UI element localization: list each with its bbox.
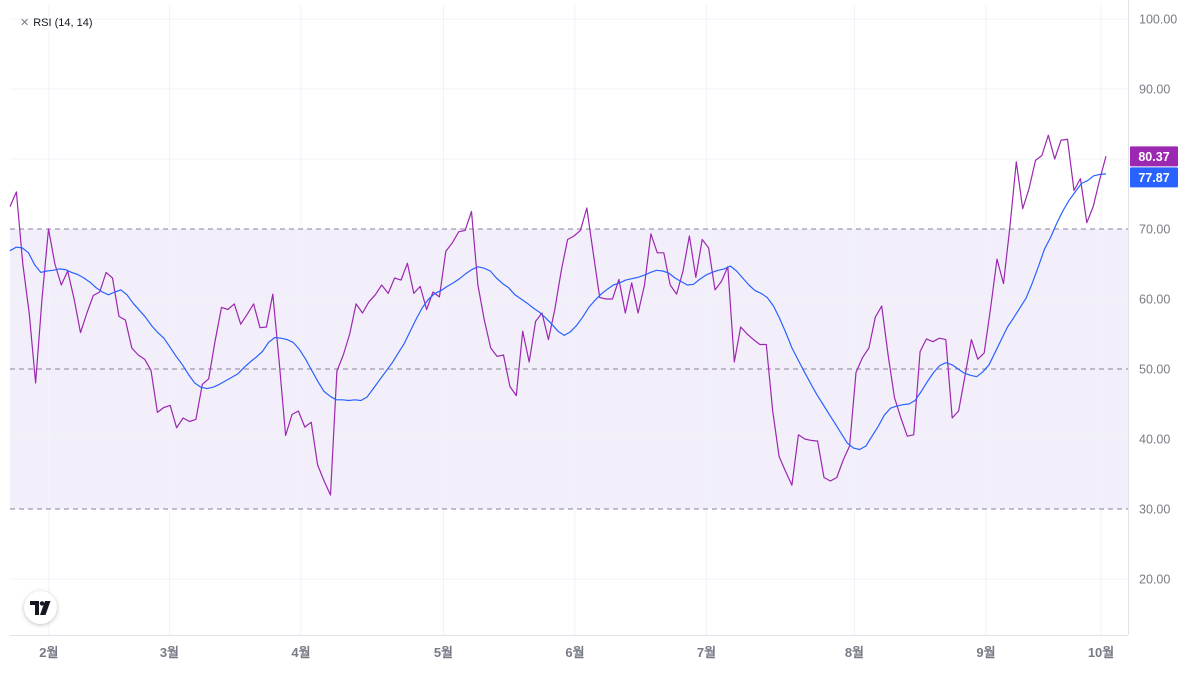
indicator-legend-label: RSI (14, 14) — [33, 16, 93, 29]
x-tick-label: 2월 — [39, 645, 58, 660]
x-tick-label: 4월 — [291, 645, 310, 660]
y-tick-label: 90.00 — [1139, 83, 1170, 97]
close-icon[interactable]: ✕ — [20, 17, 30, 29]
y-tick-label: 100.00 — [1139, 13, 1177, 27]
y-tick-label: 40.00 — [1139, 433, 1170, 447]
y-tick-label: 50.00 — [1139, 363, 1170, 377]
y-tick-label: 30.00 — [1139, 503, 1170, 517]
rsi-ma-line — [9, 173, 1107, 451]
rsi-last-value-label-bg — [1130, 146, 1178, 167]
x-tick-label: 5월 — [434, 645, 453, 660]
rsi-line — [9, 134, 1107, 496]
x-tick-label: 7월 — [697, 645, 716, 660]
x-tick-label: 3월 — [160, 645, 179, 660]
x-tick-label: 6월 — [565, 645, 584, 660]
tradingview-logo-mark — [29, 600, 50, 615]
x-tick-label: 8월 — [845, 645, 864, 660]
x-tick-label: 9월 — [976, 645, 995, 660]
y-tick-label: 60.00 — [1139, 293, 1170, 307]
indicator-legend[interactable]: ✕ RSI (14, 14) — [20, 16, 93, 30]
rsi-last-value-label: 80.37 — [1138, 150, 1169, 164]
ma-last-value-label: 77.87 — [1138, 171, 1169, 185]
ma-last-value-label-bg — [1130, 167, 1178, 188]
y-tick-label: 20.00 — [1139, 573, 1170, 587]
x-tick-label: 10월 — [1088, 645, 1114, 660]
y-tick-label: 70.00 — [1139, 223, 1170, 237]
tradingview-logo-icon[interactable] — [24, 591, 57, 624]
